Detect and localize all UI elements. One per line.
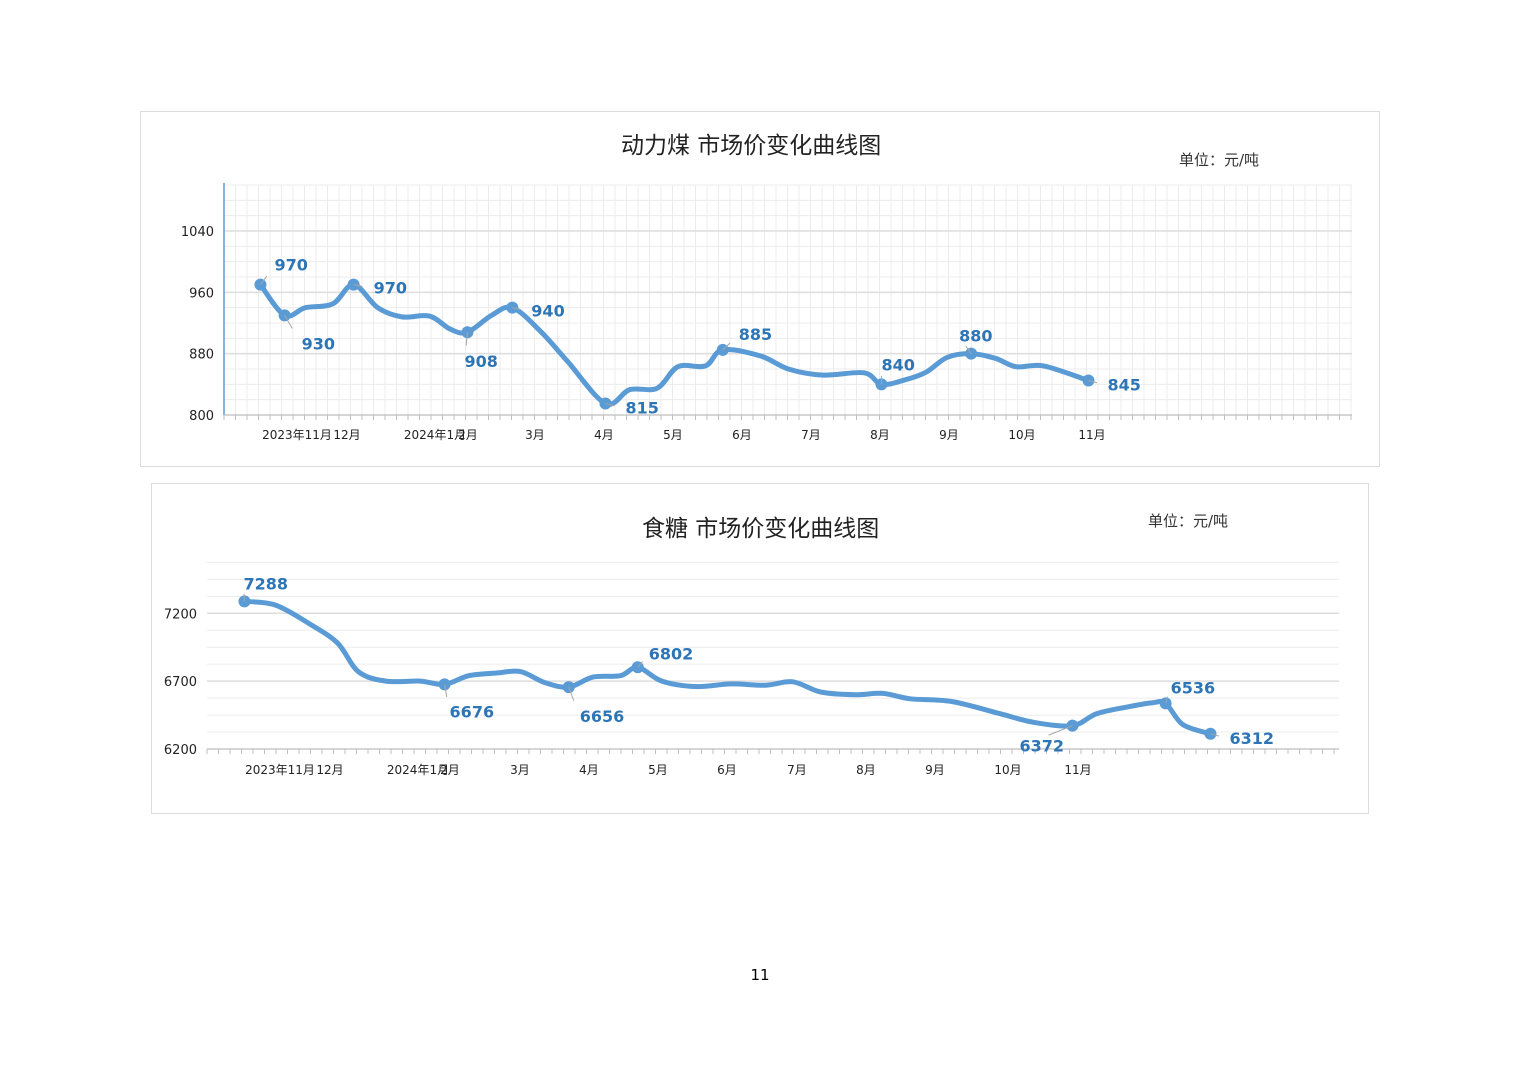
data-point xyxy=(1082,374,1095,387)
data-label: 6312 xyxy=(1229,729,1274,748)
x-category-label: 10月 xyxy=(994,763,1021,777)
y-tick-label: 800 xyxy=(189,409,214,424)
thermal-coal-chart: 动力煤 市场价变化曲线图 单位：元/吨 800 880 960 1040 2023年11… xyxy=(140,111,1380,467)
x-category-label: 2024年1月 xyxy=(404,428,466,442)
x-category-label: 7月 xyxy=(787,763,807,777)
data-label: 940 xyxy=(531,302,564,321)
x-category-label: 2023年11月 xyxy=(262,428,332,442)
label-leader xyxy=(1048,725,1073,736)
label-leader xyxy=(353,284,363,287)
x-category-label: 12月 xyxy=(316,763,343,777)
price-line xyxy=(258,282,1091,407)
label-leader xyxy=(260,275,268,285)
label-leader xyxy=(965,345,972,354)
chart-title: 食糖 市场价变化曲线图 xyxy=(642,516,880,542)
data-point xyxy=(965,347,978,360)
x-category-label: 9月 xyxy=(939,428,959,442)
y-tick-label: 1040 xyxy=(181,225,214,240)
label-leader xyxy=(465,332,468,346)
label-leader xyxy=(512,307,521,310)
y-tick-label: 7200 xyxy=(164,607,197,622)
x-category-label: 5月 xyxy=(648,763,668,777)
chart-title: 动力煤 市场价变化曲线图 xyxy=(621,133,882,159)
data-label: 908 xyxy=(464,352,497,371)
label-leader xyxy=(444,684,448,698)
label-leader xyxy=(1165,696,1169,704)
data-label: 6372 xyxy=(1019,737,1064,756)
x-category-label: 4月 xyxy=(594,428,614,442)
y-tick-label: 6700 xyxy=(164,675,197,690)
page-number: 11 xyxy=(750,966,770,984)
x-category-label: 2023年11月 xyxy=(245,763,315,777)
data-label: 970 xyxy=(374,279,407,298)
data-point xyxy=(562,681,575,694)
data-label: 815 xyxy=(625,399,658,418)
unit-label: 单位：元/吨 xyxy=(1148,512,1229,530)
x-category-label: 6月 xyxy=(732,428,752,442)
data-point xyxy=(254,278,267,291)
x-category-label: 8月 xyxy=(856,763,876,777)
label-leader xyxy=(1088,380,1098,384)
x-category-label: 12月 xyxy=(333,428,360,442)
data-point xyxy=(1159,697,1172,710)
data-label: 970 xyxy=(274,256,307,275)
x-category-label: 7月 xyxy=(801,428,821,442)
sugar-chart: 食糖 市场价变化曲线图 单位：元/吨 6200 6700 7200 2023年11月 1… xyxy=(151,483,1369,814)
x-category-label: 8月 xyxy=(870,428,890,442)
x-category-label: 9月 xyxy=(925,763,945,777)
data-label: 6802 xyxy=(649,644,694,663)
price-line xyxy=(242,598,1213,737)
label-leader xyxy=(568,686,575,701)
data-label: 880 xyxy=(959,327,992,346)
x-category-label: 2月 xyxy=(440,763,460,777)
x-category-label: 3月 xyxy=(510,763,530,777)
x-category-label: 2024年1月 xyxy=(387,763,449,777)
x-category-label: 4月 xyxy=(579,763,599,777)
y-tick-label: 960 xyxy=(189,286,214,301)
x-category-label: 6月 xyxy=(717,763,737,777)
data-label: 6676 xyxy=(450,702,495,721)
data-label: 930 xyxy=(302,334,335,353)
data-label: 6536 xyxy=(1171,678,1216,697)
grid xyxy=(224,184,1352,416)
data-label: 7288 xyxy=(243,574,288,593)
label-leader xyxy=(637,661,644,668)
label-leader xyxy=(605,403,615,407)
y-tick-label: 6200 xyxy=(164,743,197,758)
label-leader xyxy=(722,342,731,351)
x-category-label: 11月 xyxy=(1078,428,1105,442)
label-leader xyxy=(1210,733,1220,737)
data-label: 840 xyxy=(881,355,914,374)
x-category-label: 3月 xyxy=(525,428,545,442)
x-category-label: 11月 xyxy=(1064,763,1091,777)
data-label: 885 xyxy=(739,325,772,344)
data-point xyxy=(1204,727,1217,740)
y-tick-label: 880 xyxy=(189,348,214,363)
data-label: 845 xyxy=(1107,376,1140,395)
x-category-label: 2月 xyxy=(458,428,478,442)
data-point xyxy=(278,309,291,322)
label-leader xyxy=(284,315,293,329)
x-category-label: 5月 xyxy=(663,428,683,442)
grid xyxy=(207,561,1339,750)
unit-label: 单位：元/吨 xyxy=(1179,151,1260,169)
x-category-label: 10月 xyxy=(1008,428,1035,442)
data-label: 6656 xyxy=(580,707,625,726)
